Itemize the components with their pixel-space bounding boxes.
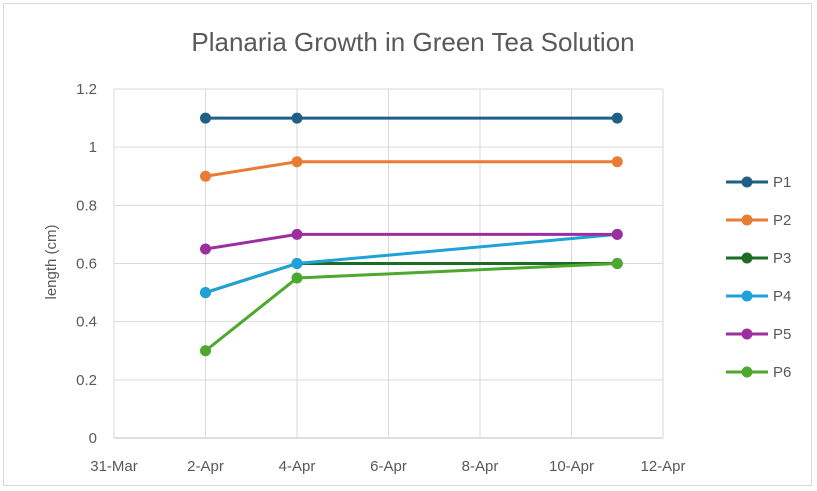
legend-label: P5 [773, 326, 791, 343]
data-point [200, 345, 211, 357]
legend-swatch-marker [741, 214, 753, 226]
y-tick-label: 0 [89, 430, 97, 447]
legend-swatch-marker [741, 252, 753, 264]
series-line [204, 262, 619, 295]
y-tick-label: 0.6 [76, 256, 97, 273]
x-tick-label: 6-Apr [370, 458, 407, 475]
y-axis-label: length (cm) [43, 224, 60, 299]
series-p2 [200, 156, 623, 182]
data-point [291, 258, 303, 269]
data-point [291, 272, 303, 284]
x-tick-label: 8-Apr [462, 458, 499, 475]
data-point [200, 243, 211, 255]
y-tick-label: 0.4 [76, 314, 97, 331]
series-p6 [200, 258, 623, 357]
series-lines [200, 112, 623, 357]
x-tick-label: 2-Apr [187, 458, 224, 475]
series-line [204, 160, 619, 178]
data-point [611, 228, 623, 240]
legend-label: P6 [773, 364, 791, 381]
x-tick-label: 12-Apr [640, 458, 685, 475]
y-tick-label: 0.2 [76, 372, 97, 389]
series-p1 [200, 112, 623, 124]
legend-swatch-marker [741, 328, 753, 340]
data-point [291, 228, 303, 240]
legend-swatch-marker [741, 176, 753, 188]
legend-label: P2 [773, 212, 791, 229]
series-p3 [200, 258, 623, 299]
data-point [611, 112, 623, 124]
legend-item: P3 [726, 250, 791, 267]
legend-label: P4 [773, 288, 791, 305]
data-point [291, 112, 303, 124]
y-tick-label: 1 [89, 139, 97, 156]
y-tick-label: 0.8 [76, 197, 97, 214]
data-point [200, 112, 211, 124]
data-point [200, 287, 211, 299]
legend-item: P6 [726, 364, 791, 381]
legend-label: P1 [773, 174, 791, 191]
legend-swatch-marker [741, 366, 753, 378]
series-line [204, 262, 619, 353]
x-tick-label: 10-Apr [549, 458, 594, 475]
legend-swatch-marker [741, 290, 753, 302]
x-axis-ticks: 31-Mar 2-Apr 4-Apr 6-Apr 8-Apr 10-Apr 12-Apr [90, 458, 685, 475]
data-point [200, 170, 211, 182]
data-point [611, 258, 623, 269]
legend-label: P3 [773, 250, 791, 267]
data-point [611, 156, 623, 168]
series-line [204, 232, 619, 251]
legend-item: P5 [726, 326, 791, 343]
y-axis-ticks: 0 0.2 0.4 0.6 0.8 1 1.2 [76, 81, 97, 447]
x-tick-label: 31-Mar [90, 458, 138, 475]
chart-area [3, 3, 812, 486]
data-point [291, 156, 303, 168]
series-p5 [200, 228, 623, 255]
chart-title: Planaria Growth in Green Tea Solution [191, 27, 634, 57]
legend: P1 P2 P3 P4 P5 P6 [726, 174, 791, 381]
legend-item: P2 [726, 212, 791, 229]
legend-item: P4 [726, 288, 791, 305]
x-tick-label: 4-Apr [279, 458, 316, 475]
legend-item: P1 [726, 174, 791, 191]
y-tick-label: 1.2 [76, 81, 97, 98]
